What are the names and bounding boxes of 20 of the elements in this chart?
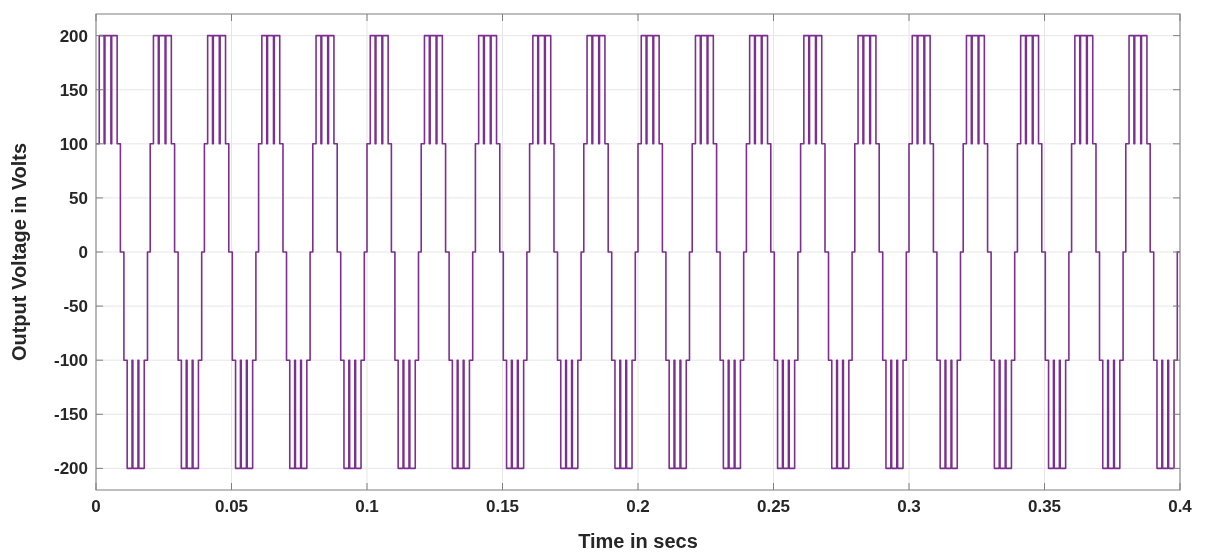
x-axis-title: Time in secs [578,530,698,552]
x-tick-label: 0.15 [485,497,520,516]
x-tick-label: 0.4 [1168,497,1193,516]
y-tick-label: 200 [59,26,88,46]
x-tick-label: 0.35 [1027,497,1062,516]
y-tick-label: 150 [59,80,88,100]
x-tick-label: 0.2 [626,497,650,516]
y-axis-title: Output Voltage in Volts [8,142,30,362]
x-tick-label: 0.1 [355,497,379,516]
y-tick-label: -100 [53,351,88,371]
x-tick-label: 0 [91,497,101,516]
y-tick-label: -50 [63,297,88,317]
x-tick-label: 0.05 [214,497,249,516]
y-tick-label: -200 [53,459,88,479]
y-tick-label: -150 [53,405,88,425]
x-tick-label: 0.25 [756,497,791,516]
y-tick-label: 50 [69,188,88,208]
x-tick-label: 0.3 [897,497,921,516]
y-tick-label: 100 [59,134,88,154]
y-tick-label: 0 [78,242,88,262]
